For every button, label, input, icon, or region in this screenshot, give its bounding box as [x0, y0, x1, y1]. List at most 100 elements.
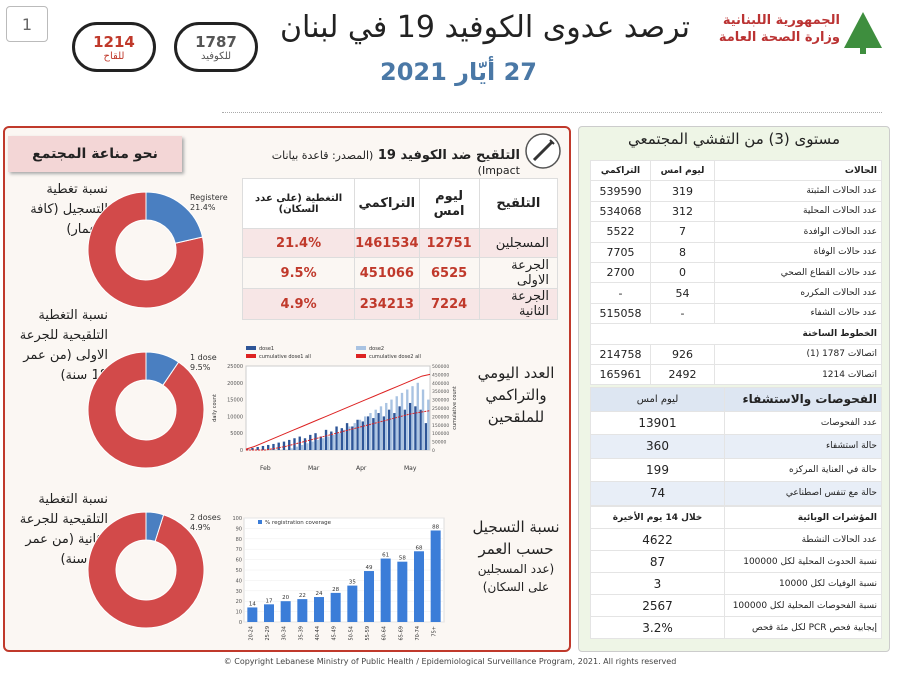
dose1-bar: [319, 436, 322, 450]
donut-slice-name: 2 doses: [190, 513, 221, 522]
cell: 2567: [590, 594, 725, 617]
dose1-bar: [398, 406, 401, 450]
legend-swatch: [258, 520, 262, 524]
vacc-row-label: الجرعة الاولى: [478, 257, 559, 289]
dose2-bar: [400, 392, 404, 450]
cell: 199: [590, 457, 725, 482]
y2-tick-label: 150000: [432, 423, 449, 429]
y2-axis-label: cumulative count: [452, 386, 458, 430]
dose2-bar: [295, 446, 299, 450]
dose1-bar: [382, 416, 386, 450]
table-row: 515058- عدد حالات الشفاء: [590, 302, 882, 325]
dose1-bar: [419, 409, 422, 450]
dose1-bar: [251, 447, 254, 450]
vacc-row-yesterday: 12751: [418, 228, 480, 258]
cell: 7705: [590, 241, 651, 263]
dose2-bar: [348, 426, 351, 450]
cases-header-cumulative: التراكمي: [590, 159, 651, 182]
table-row: 74 حالة مع تنفس اصطناعي: [590, 481, 882, 506]
age-bar: [380, 558, 391, 622]
dose2-bar: [374, 409, 377, 450]
dose1-bar: [372, 418, 375, 450]
hotlines-section-header: الخطوط الساخنة: [590, 323, 882, 345]
age-category-label: 45-49: [332, 626, 338, 641]
x-month-label: Feb: [260, 465, 271, 472]
dose1-bar: [345, 423, 349, 450]
dose1-bar: [298, 436, 301, 450]
dose2-bar: [311, 441, 314, 450]
y2-tick-label: 400000: [432, 381, 449, 387]
header-divider: [222, 112, 882, 113]
dose2-bar: [316, 439, 320, 450]
y-tick-label: 60: [236, 558, 242, 564]
vacc-row-yesterday: 6525: [418, 257, 480, 289]
table-row: 3.2% إيجابية فحص PCR لكل مئة فحص: [590, 616, 882, 639]
page-title: ترصد عدوى الكوفيد 19 في لبنان: [279, 10, 690, 45]
cell: 360: [590, 434, 725, 459]
cell: نسبة الحدوث المحلية لكل 100000: [724, 550, 882, 573]
cell: اتصالات 1787 (1): [714, 343, 882, 365]
age-category-label: 60-64: [382, 626, 388, 641]
dose1-bar: [246, 448, 249, 450]
age-bar-value-label: 22: [299, 593, 306, 599]
cell: 534068: [590, 200, 651, 223]
y2-tick-label: 350000: [432, 389, 449, 395]
age-bar: [347, 585, 358, 622]
donut-slice-pct: 9.5%: [190, 363, 211, 372]
dose2-bar: [327, 436, 330, 450]
y-tick-label: 25000: [227, 364, 243, 370]
copyright-footer: © Copyright Lebanese Ministry of Public …: [223, 657, 677, 666]
table-row: 2567 نسبة الفحوصات المحلية لكل 100000: [590, 594, 882, 617]
age-bar: [430, 530, 441, 622]
cell: حالة في العناية المركزه: [724, 457, 882, 482]
cell: عدد الحالات المكرره: [714, 282, 882, 304]
cell: 165961: [590, 363, 651, 386]
age-bar-value-label: 28: [332, 587, 339, 593]
dose2-bar: [306, 443, 309, 450]
cell: عدد الحالات الوافدة: [714, 221, 882, 243]
cell: -: [650, 302, 715, 325]
y2-tick-label: 200000: [432, 414, 449, 420]
cell: 0: [650, 261, 715, 284]
cell: 87: [590, 550, 725, 573]
dose2-bar: [353, 423, 356, 450]
cell: عدد الفحوصات: [724, 410, 882, 435]
cell: 54: [650, 282, 715, 304]
cell: 926: [650, 343, 715, 365]
daily-cumulative-label: العدد اليومي والتراكمي للملقحين: [477, 364, 555, 426]
age-label-sub: (عدد المسجلين على السكان): [477, 562, 555, 594]
dose2-bar: [421, 389, 425, 450]
cell: حالة مع تنفس اصطناعي: [724, 481, 882, 506]
y-tick-label: 15000: [227, 398, 243, 404]
vaccination-title-text: التلقيح ضد الكوفيد 19: [377, 148, 520, 163]
dose2-bar: [416, 382, 419, 450]
vacc-header-cumulative: التراكمي: [354, 178, 420, 229]
indicators-header-col: خلال 14 يوم الأخيرة: [590, 506, 725, 529]
vacc-row-label: المسجلين: [478, 228, 559, 258]
table-row: 360 حالة استشفاء: [590, 434, 882, 459]
cell: 8: [650, 241, 715, 263]
age-bar-value-label: 24: [316, 591, 323, 597]
indicators-header: المؤشرات الوبائية: [724, 506, 882, 529]
dose2-bar: [290, 448, 293, 450]
cell: 214758: [590, 343, 651, 365]
x-month-label: Apr: [356, 465, 367, 472]
cell: نسبة الفحوصات المحلية لكل 100000: [724, 594, 882, 617]
dose1-bar: [408, 402, 412, 450]
tests-header: الفحوصات والاستشفاء: [724, 387, 882, 412]
table-row: 534068 312 عدد الحالات المحلية: [590, 200, 882, 223]
cell: 515058: [590, 302, 651, 325]
age-bar-value-label: 20: [282, 595, 289, 601]
age-bar-value-label: 61: [382, 553, 389, 559]
y-tick-label: 10000: [227, 414, 243, 420]
vaccination-title: التلقيح ضد الكوفيد 19 (المصدر: قاعدة بيا…: [228, 148, 520, 178]
table-row: 87 نسبة الحدوث المحلية لكل 100000: [590, 550, 882, 573]
dose1-bar: [309, 434, 312, 450]
daily-vaccination-chart: 0500010000150002000025000050000100000150…: [212, 346, 458, 472]
legend-swatch: [356, 346, 366, 350]
y-tick-label: 90: [236, 526, 242, 532]
registration-donut: Registered21.4%: [87, 191, 228, 309]
vacc-row-coverage: 4.9%: [241, 288, 356, 320]
cell: 7: [650, 221, 715, 243]
y-tick-label: 30: [236, 589, 242, 595]
